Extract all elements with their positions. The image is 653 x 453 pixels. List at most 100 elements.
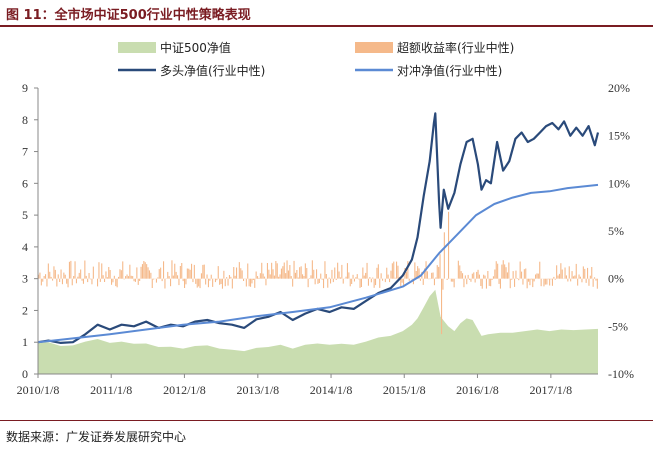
excess-return-bar [490, 278, 492, 287]
excess-return-bar [56, 278, 58, 287]
excess-return-bar [54, 269, 56, 279]
excess-return-bar [286, 260, 288, 279]
excess-return-bar [367, 278, 369, 286]
excess-return-bar [219, 278, 221, 285]
excess-return-bar [78, 272, 80, 279]
excess-return-bar [123, 278, 125, 280]
excess-return-bar [346, 263, 348, 279]
excess-return-bar [39, 272, 41, 279]
excess-return-bar [132, 276, 134, 279]
excess-return-bar [317, 278, 319, 284]
excess-return-bar [484, 275, 486, 279]
excess-return-bar [245, 278, 247, 287]
excess-return-bar [321, 278, 323, 280]
excess-return-bar [342, 278, 344, 284]
excess-return-bar [227, 278, 229, 286]
excess-return-bar [224, 278, 226, 287]
excess-return-bar [85, 275, 87, 279]
excess-return-bar [63, 272, 65, 279]
excess-return-bar [544, 278, 546, 285]
excess-return-bar [257, 276, 259, 279]
excess-return-bar [248, 278, 250, 287]
excess-return-bar [547, 278, 549, 280]
y-left-tick-label: 7 [22, 145, 28, 159]
chart-title: 图 11：全市场中证500行业中性策略表现 [6, 8, 251, 23]
chart-area: 中证500净值 超额收益率(行业中性) 多头净值(行业中性) 对冲净值(行业中性) 0… [17, 40, 634, 397]
excess-return-bar [571, 271, 573, 279]
excess-return-bar [499, 278, 501, 289]
excess-return-bar [595, 278, 597, 281]
excess-return-bar [122, 261, 124, 279]
excess-return-bar [549, 278, 551, 286]
excess-return-bar [126, 274, 128, 279]
excess-return-bar [379, 278, 381, 288]
excess-return-bar [394, 277, 396, 279]
excess-return-bar [373, 278, 375, 288]
excess-return-bar [52, 278, 54, 281]
excess-return-bar [480, 278, 482, 286]
excess-return-bar [200, 273, 202, 279]
legend: 中证500净值 超额收益率(行业中性) 多头净值(行业中性) 对冲净值(行业中性) [118, 40, 514, 78]
excess-return-bar [254, 278, 256, 288]
excess-return-bar [167, 271, 169, 279]
excess-return-bar [349, 278, 351, 287]
y-left-tick-label: 1 [22, 335, 28, 349]
excess-return-bar [205, 278, 207, 285]
y-left-tick-label: 5 [22, 208, 28, 222]
excess-return-bar [207, 278, 209, 288]
excess-return-bar [505, 267, 507, 279]
excess-return-bar [89, 278, 91, 280]
excess-return-bar [535, 274, 537, 279]
excess-return-bar [102, 275, 104, 279]
excess-return-bar [577, 278, 579, 286]
excess-return-bar [391, 263, 393, 279]
excess-return-bar [247, 263, 249, 279]
excess-return-bar [309, 278, 311, 279]
x-tick-label: 2013/1/8 [236, 383, 279, 397]
excess-return-bar [441, 278, 443, 335]
excess-return-bar [511, 278, 513, 280]
excess-return-bar [481, 278, 483, 289]
excess-return-bar [307, 278, 309, 288]
excess-return-bar [273, 275, 275, 279]
excess-return-bar [376, 267, 378, 279]
excess-return-bar [589, 275, 591, 279]
excess-return-bar [578, 274, 580, 279]
excess-return-bar [360, 278, 362, 287]
excess-return-bar [400, 278, 402, 287]
excess-return-bar [567, 278, 569, 282]
excess-return-bar [469, 278, 471, 280]
excess-return-bar [151, 278, 153, 288]
excess-return-bar [450, 278, 452, 282]
excess-return-bar [390, 270, 392, 279]
excess-return-bar [334, 267, 336, 279]
axes: 0 1 2 3 4 5 6 7 8 9 20% 15% 10% 5% 0% -5% -10% 2010/1/8 20… [17, 81, 634, 397]
excess-return-bar [98, 262, 100, 279]
excess-return-bar [457, 260, 459, 279]
excess-return-bar [278, 276, 280, 279]
excess-return-bar [42, 278, 44, 282]
excess-return-bar [419, 278, 421, 281]
excess-return-bar [332, 278, 334, 283]
excess-return-bar [67, 278, 69, 288]
excess-return-bar [495, 261, 497, 279]
excess-return-bar [174, 263, 176, 279]
y-left-tick-label: 6 [22, 176, 28, 190]
excess-return-bar [587, 267, 589, 279]
excess-return-bar [163, 261, 165, 279]
excess-return-bar [311, 260, 313, 279]
excess-return-bar [289, 265, 291, 279]
excess-return-bar [338, 271, 340, 279]
excess-return-bar [243, 278, 245, 281]
excess-return-bar [341, 264, 343, 279]
y-right-tick-label: -10% [608, 367, 634, 381]
x-tick-label: 2012/1/8 [163, 383, 206, 397]
excess-return-bar [199, 278, 201, 289]
excess-return-bar [526, 278, 528, 289]
excess-return-bar [372, 277, 374, 279]
excess-return-bar [87, 278, 89, 283]
excess-return-bar [537, 273, 539, 279]
excess-return-bar [101, 263, 103, 279]
excess-return-bar [365, 272, 367, 279]
excess-return-bar [111, 278, 113, 285]
